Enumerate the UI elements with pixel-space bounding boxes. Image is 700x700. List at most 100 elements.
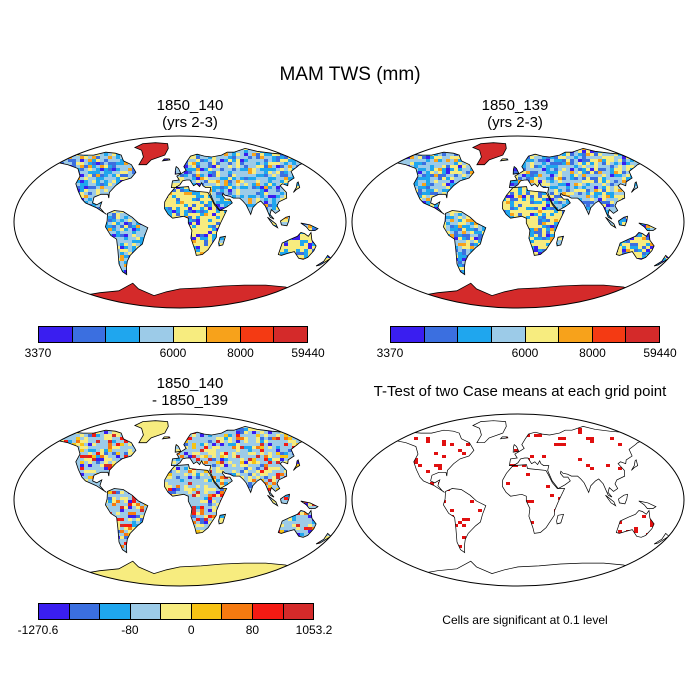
- coastline-greenland: [471, 142, 507, 166]
- land-antarctica: [64, 283, 296, 308]
- coastline-uk: [512, 165, 520, 175]
- coastline-uk: [174, 165, 182, 175]
- colorbar-swatch: [130, 604, 162, 619]
- coastline-iceland: [499, 436, 509, 440]
- panel-title-line1: 1850_139: [481, 97, 549, 114]
- coastline-northAmerica: [395, 151, 475, 215]
- panel-title-case1: 1850_140 (yrs 2-3): [30, 97, 350, 131]
- colorbar-tick-label: 6000: [159, 346, 187, 360]
- coastline-newGuinea: [638, 500, 657, 509]
- land-madagascar: [556, 514, 564, 524]
- colorbar-tick-label: 8000: [227, 346, 254, 360]
- land-newZealand: [654, 533, 669, 544]
- coastline-eurasia: [170, 425, 310, 498]
- coastline-borneo: [280, 215, 290, 227]
- land-northAmerica: [396, 430, 474, 493]
- land-antarctica: [402, 283, 634, 308]
- coastline-borneo: [280, 493, 290, 505]
- coastline-africa: [164, 464, 228, 534]
- coastline-southAmerica: [442, 210, 487, 276]
- coastline-newGuinea: [300, 222, 319, 231]
- coastline-iceland: [499, 158, 509, 162]
- colorbar-swatch: [39, 327, 73, 342]
- colorbar-case1: [38, 326, 308, 343]
- land-newGuinea: [638, 501, 656, 509]
- coastline-madagascar: [556, 513, 565, 525]
- panel-title-case2: 1850_139 (yrs 2-3): [355, 97, 675, 131]
- colorbar-swatch: [191, 604, 223, 619]
- coastline-eurasia: [508, 426, 648, 498]
- colorbar-swatch: [424, 327, 459, 342]
- coastline-southAmerica: [443, 488, 487, 554]
- coastline-greenland: [133, 142, 169, 166]
- colorbar-swatch: [39, 604, 70, 619]
- colorbar-swatch: [391, 327, 425, 342]
- colorbar-ticks-case2: 3370 6000 8000 59440: [377, 346, 677, 362]
- colorbar-ticks-diff: -1270.6 -80 0 80 1053.2: [18, 623, 333, 639]
- colorbar-swatch: [283, 604, 314, 619]
- coastline-japan: [631, 459, 639, 471]
- land-greenland: [472, 420, 507, 443]
- colorbar-swatch: [240, 327, 275, 342]
- colorbar-tick-label: 80: [245, 623, 260, 637]
- significance-note: Cells are significant at 0.1 level: [442, 613, 608, 627]
- coastline-newGuinea: [638, 222, 657, 231]
- colorbar-swatch: [207, 327, 241, 342]
- colorbar-swatch: [173, 327, 208, 342]
- colorbar-tick-label: 3370: [376, 346, 404, 360]
- coastline-australia: [277, 231, 317, 260]
- panel-title-diff: 1850_140 - 1850_139: [30, 375, 350, 409]
- colorbar-tick-label: 1053.2: [295, 623, 333, 637]
- colorbar-swatch: [626, 327, 659, 342]
- panel-title-line2: (yrs 2-3): [162, 114, 218, 131]
- colorbar-swatch: [491, 327, 526, 342]
- coastline-greenland: [472, 420, 507, 444]
- colorbar-swatch: [592, 327, 627, 342]
- map-diff: [13, 413, 347, 587]
- colorbar-tick-label: -80: [121, 623, 139, 637]
- land-africa: [502, 464, 565, 534]
- coastline-sumatra: [605, 216, 617, 229]
- coastline-australia: [277, 509, 317, 538]
- land-greenland: [134, 142, 169, 165]
- colorbar-swatch: [222, 604, 253, 619]
- coastline-southAmerica: [104, 210, 149, 276]
- coastline-newGuinea: [300, 500, 319, 509]
- coastline-africa: [502, 464, 566, 534]
- coastline-japan: [293, 181, 301, 193]
- map-border: [351, 413, 685, 587]
- coastline-japan: [293, 459, 301, 471]
- coastline-uk: [174, 443, 182, 453]
- land-antarctica: [64, 561, 296, 586]
- colorbar-ticks-case1: 3370 6000 8000 59440: [25, 346, 325, 362]
- map-content: [57, 420, 332, 586]
- coastline-sumatra: [267, 494, 279, 507]
- colorbar-swatch: [72, 327, 107, 342]
- colorbar-swatch: [458, 327, 492, 342]
- coastline-australia: [615, 231, 655, 260]
- colorbar-tick-label: -1270.6: [17, 623, 59, 637]
- land-greenland: [472, 142, 507, 165]
- coastline-eurasia: [508, 147, 648, 220]
- map-content: [395, 420, 670, 586]
- land-antarctica: [402, 561, 634, 586]
- coastline-northAmerica: [57, 151, 137, 215]
- land-sumatra: [605, 495, 616, 506]
- coastline-borneo: [618, 215, 628, 227]
- coastline-northAmerica: [57, 429, 137, 493]
- colorbar-swatch: [161, 604, 192, 619]
- colorbar-swatch: [274, 327, 307, 342]
- panel-title-ttest: T-Test of two Case means at each grid po…: [355, 383, 685, 400]
- colorbar-swatch: [559, 327, 593, 342]
- coastline-iceland: [161, 158, 171, 162]
- coastline-sumatra: [605, 494, 617, 507]
- colorbar-swatch: [69, 604, 101, 619]
- coastline-eurasia: [170, 147, 310, 220]
- colorbar-case2: [390, 326, 660, 343]
- coastline-borneo: [618, 493, 628, 505]
- coastline-iceland: [161, 436, 171, 440]
- map-case1: [13, 135, 347, 309]
- coastline-sumatra: [267, 216, 279, 229]
- map-case2: [351, 135, 685, 309]
- colorbar-diff: [38, 603, 314, 620]
